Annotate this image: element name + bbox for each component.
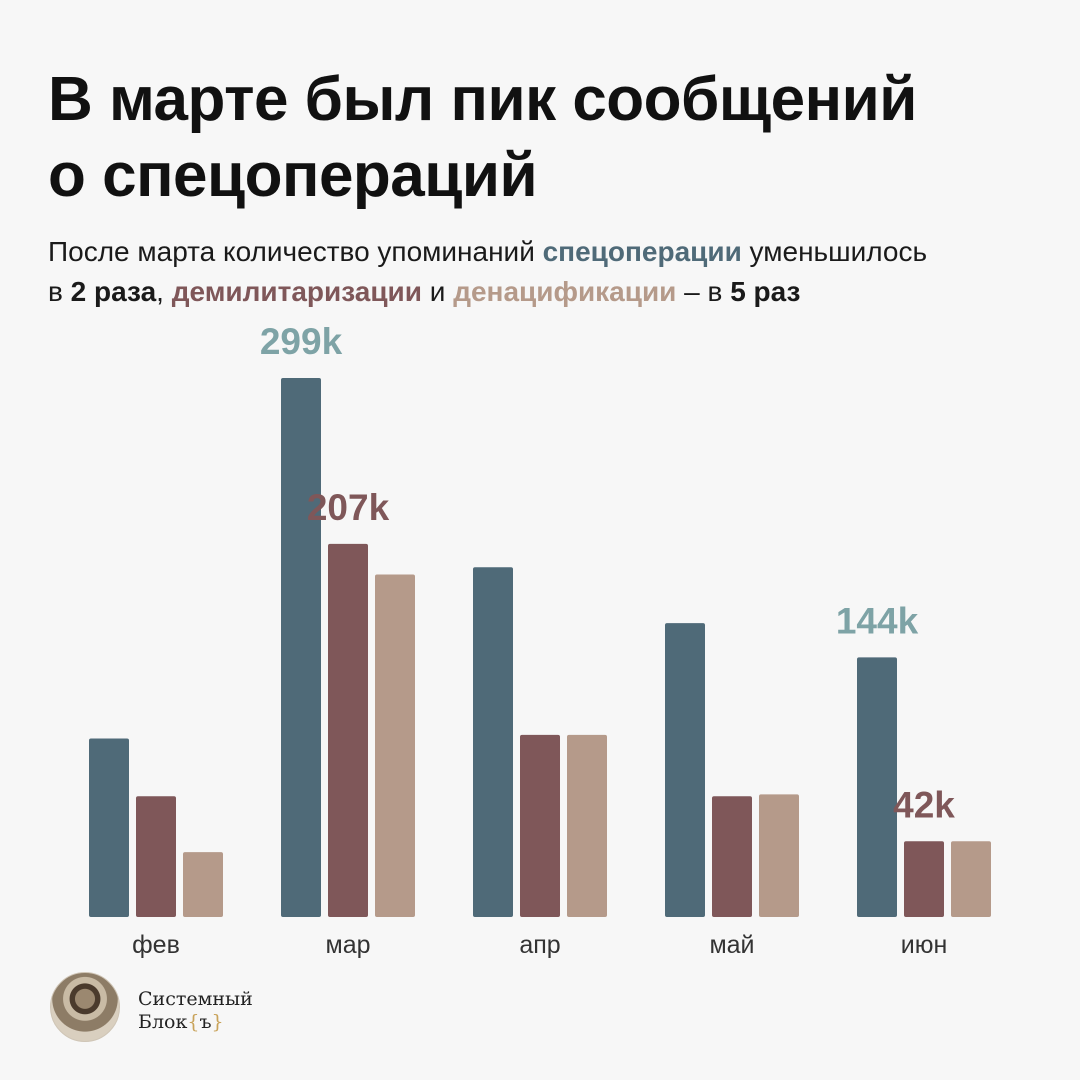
subtitle-term-demil: демилитаризации <box>171 276 422 307</box>
brand-line-1: Системный <box>138 988 253 1010</box>
portrait-avatar <box>50 972 120 1042</box>
subtitle-term-denaz: денацификации <box>453 276 677 307</box>
brand-line-2: Блок{ъ} <box>138 1011 253 1034</box>
bar-s1-фев <box>136 796 176 917</box>
chart-title: В марте был пик сообщений о спецоперации… <box>48 62 1048 214</box>
bar-s0-апр <box>473 567 513 917</box>
brand-brace-close: } <box>211 1011 224 1033</box>
brand-block: Системный Блок{ъ} <box>50 972 310 1044</box>
bar-s1-мар <box>328 543 368 917</box>
subtitle-text: и <box>421 276 454 307</box>
subtitle-times-5: 5 раз <box>730 276 801 307</box>
bar-s2-июн <box>951 841 991 917</box>
subtitle-text: , <box>156 276 172 307</box>
bar-s1-июн <box>904 841 944 917</box>
x-tick-label: май <box>709 931 754 959</box>
bar-s0-май <box>665 623 705 917</box>
chart-title-line-2: о спецопераций <box>48 141 538 210</box>
brand-brace-open: { <box>187 1011 200 1033</box>
chart-title-line-1: В марте был пик сообщений <box>48 65 917 134</box>
bar-s2-апр <box>567 734 607 917</box>
x-tick-label: апр <box>519 931 560 959</box>
brand-word: Блок <box>138 1011 188 1033</box>
bar-s0-фев <box>89 738 129 917</box>
bar-s0-июн <box>857 657 897 917</box>
bar-s2-фев <box>183 852 223 917</box>
chart-subtitle: После марта количество упоминаний спецоп… <box>48 232 1058 312</box>
subtitle-term-spec: спецоперации <box>542 236 742 267</box>
subtitle-text: в <box>48 276 71 307</box>
bar-s1-май <box>712 796 752 917</box>
x-tick-label: июн <box>901 931 948 959</box>
subtitle-text: уменьшилось <box>741 236 928 267</box>
data-label: 207k <box>307 487 390 528</box>
bar-s1-апр <box>520 734 560 917</box>
bar-s2-май <box>759 794 799 917</box>
x-tick-label: фев <box>132 931 180 959</box>
bar-s2-мар <box>375 574 415 917</box>
subtitle-times-2: 2 раза <box>70 276 157 307</box>
subtitle-text: После марта количество упоминаний <box>48 236 543 267</box>
data-label: 144k <box>836 600 919 641</box>
x-tick-label: мар <box>326 931 371 959</box>
data-label: 299k <box>260 321 343 362</box>
brand-brace-char: ъ <box>199 1011 212 1033</box>
brand-name: Системный Блок{ъ} <box>138 988 253 1034</box>
subtitle-text: – в <box>676 276 731 307</box>
data-label: 42k <box>893 784 955 825</box>
bar-s0-мар <box>281 378 321 917</box>
